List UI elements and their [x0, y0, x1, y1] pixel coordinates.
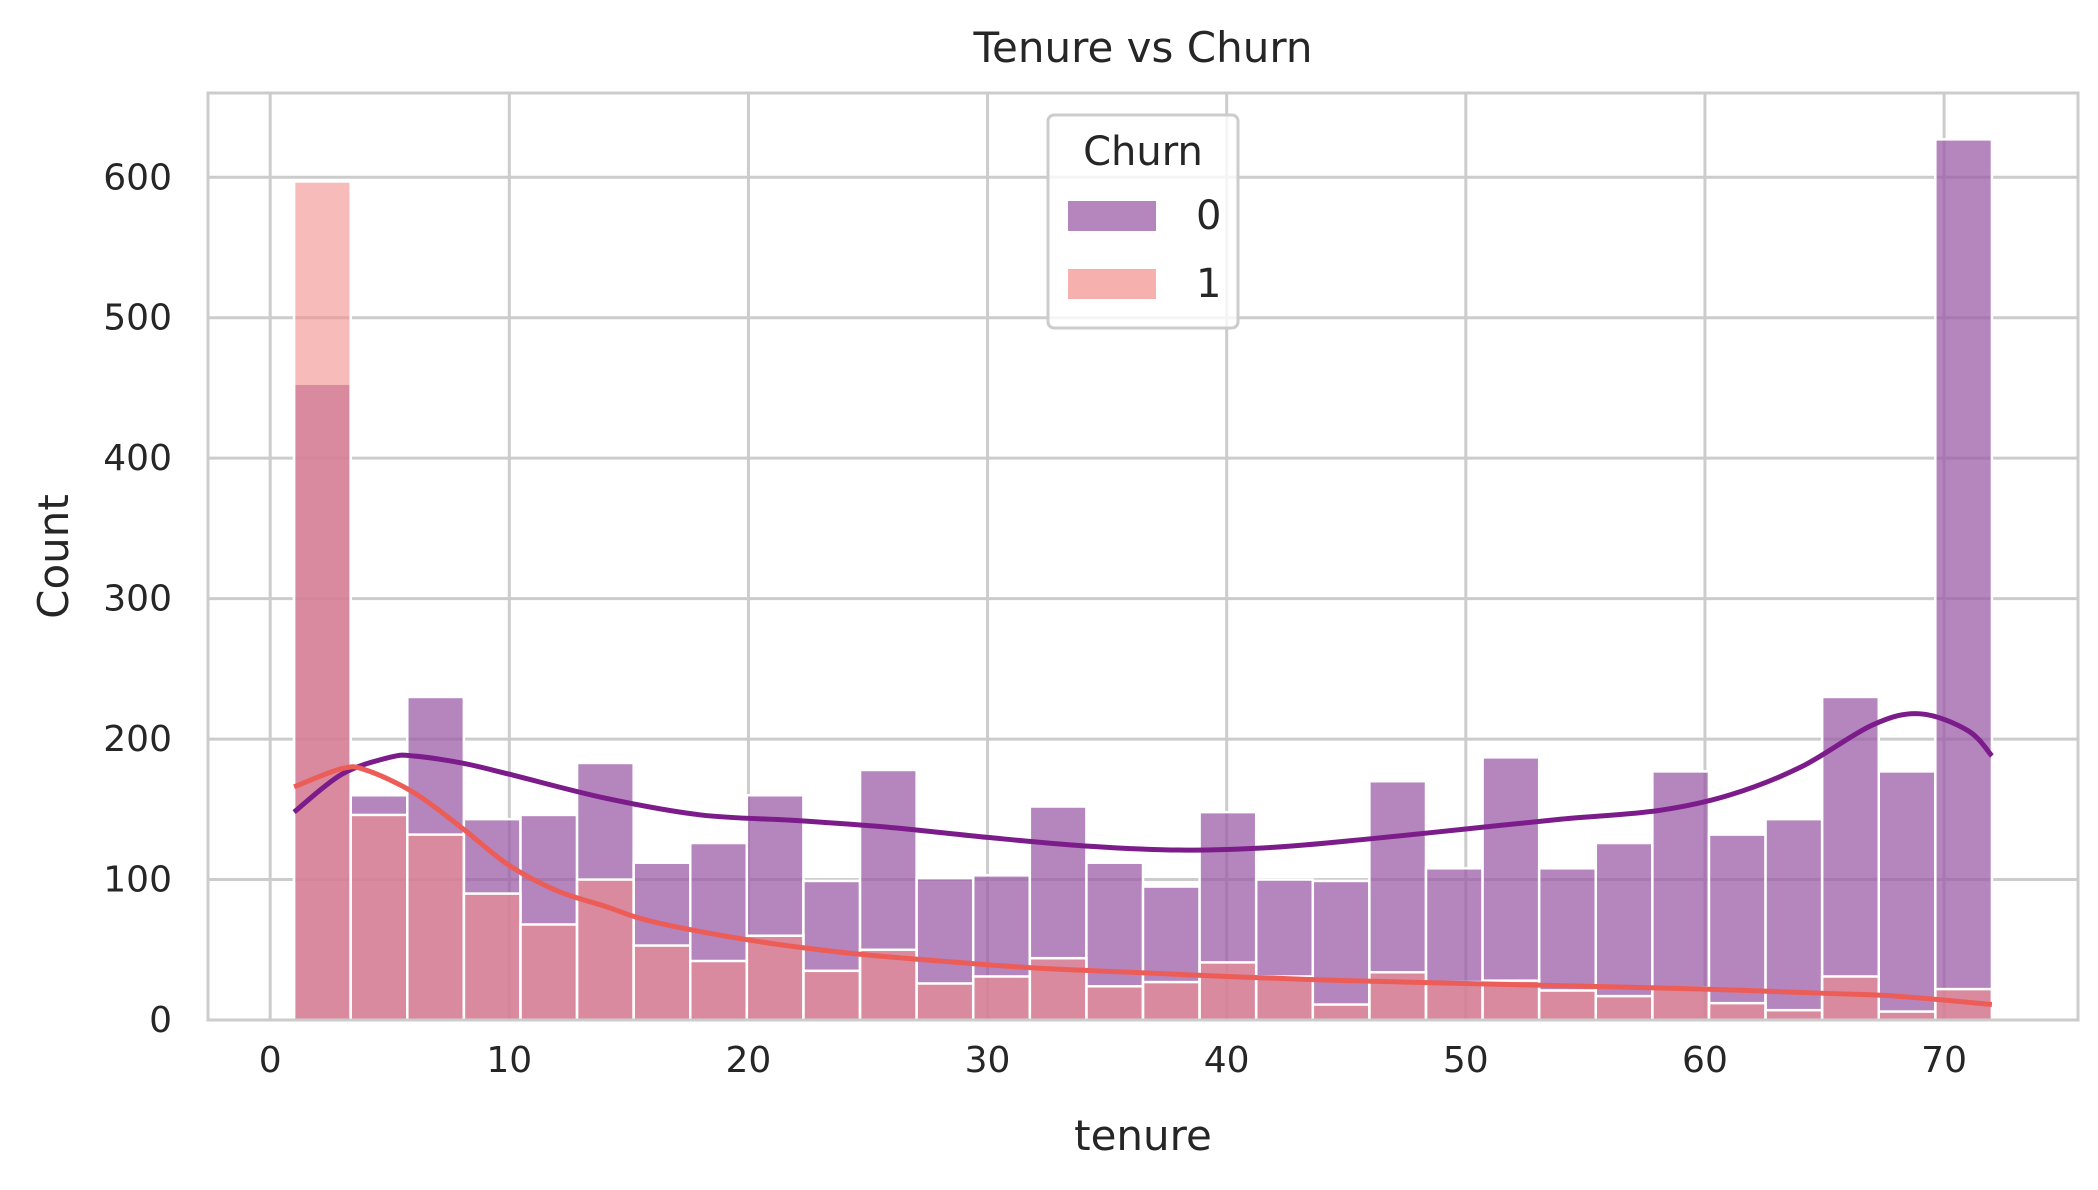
- x-tick-label: 70: [1921, 1040, 1967, 1081]
- plot-frame: [206, 91, 2080, 1022]
- y-tick-label: 100: [103, 860, 172, 901]
- y-tick-labels: 0 100 200 300 400 500 600: [103, 157, 172, 1041]
- legend-label-1: 1: [1196, 261, 1221, 307]
- legend-swatch-1: [1068, 269, 1156, 299]
- bar-series-0: [1934, 138, 1994, 1022]
- bar-series-0: [1311, 879, 1371, 1022]
- legend-label-0: 0: [1196, 193, 1221, 239]
- x-tick-labels: 0 10 20 30 40 50 60 70: [259, 1040, 1967, 1081]
- bar-series-1: [292, 180, 352, 1022]
- x-axis-label: tenure: [1074, 1111, 1212, 1160]
- bar-series-1: [1651, 986, 1711, 1022]
- x-tick-label: 50: [1443, 1040, 1489, 1081]
- bar-series-1: [1424, 980, 1484, 1022]
- bar-series-0: [1594, 841, 1654, 1022]
- x-tick-label: 40: [1204, 1040, 1250, 1081]
- x-tick-label: 0: [259, 1040, 282, 1081]
- x-tick-label: 60: [1682, 1040, 1728, 1081]
- bar-series-1: [1198, 961, 1258, 1022]
- chart-title: Tenure vs Churn: [973, 23, 1313, 72]
- legend-swatch-0: [1068, 201, 1156, 231]
- bar-series-1: [1537, 989, 1598, 1022]
- bar-series-1: [915, 982, 975, 1022]
- bar-series-1: [1820, 975, 1880, 1022]
- bar-series-1: [632, 944, 692, 1022]
- kde-line-series-1: [293, 764, 1993, 1008]
- y-tick-label: 300: [103, 579, 172, 620]
- bar-series-1: [1085, 985, 1145, 1022]
- bar-series-1: [1141, 980, 1201, 1022]
- y-tick-label: 400: [103, 438, 172, 479]
- bar-series-0: [1820, 695, 1880, 1022]
- bar-series-1: [802, 969, 862, 1022]
- legend-title: Churn: [1083, 129, 1203, 175]
- bar-series-0: [1877, 770, 1937, 1022]
- bar-series-1: [406, 833, 466, 1022]
- bar-series-1: [1254, 975, 1315, 1022]
- bar-series-1: [1707, 1001, 1767, 1022]
- bar-series-1: [519, 923, 579, 1022]
- y-tick-label: 0: [149, 1000, 172, 1041]
- y-tick-label: 500: [103, 298, 172, 339]
- bar-series-1: [462, 892, 522, 1022]
- legend: Churn 0 1: [1046, 113, 1240, 330]
- kde-curves: [292, 711, 1994, 1008]
- bar-series-0: [1481, 756, 1541, 1022]
- kde-line-series-0: [292, 711, 1994, 853]
- bar-series-0: [1651, 770, 1711, 1022]
- bar-series-1: [689, 959, 749, 1022]
- x-tick-label: 10: [486, 1040, 532, 1081]
- y-tick-label: 200: [103, 719, 172, 760]
- x-tick-label: 30: [965, 1040, 1011, 1081]
- x-tick-label: 20: [726, 1040, 772, 1081]
- bar-series-1: [745, 934, 805, 1022]
- bar-series-1: [1311, 1003, 1371, 1022]
- y-tick-label: 600: [103, 157, 172, 198]
- bar-series-1: [349, 813, 409, 1022]
- bar-series-1: [1594, 994, 1654, 1022]
- bar-series-1: [971, 975, 1032, 1022]
- bar-series-0: [1764, 817, 1824, 1022]
- y-axis-label: Count: [29, 494, 78, 619]
